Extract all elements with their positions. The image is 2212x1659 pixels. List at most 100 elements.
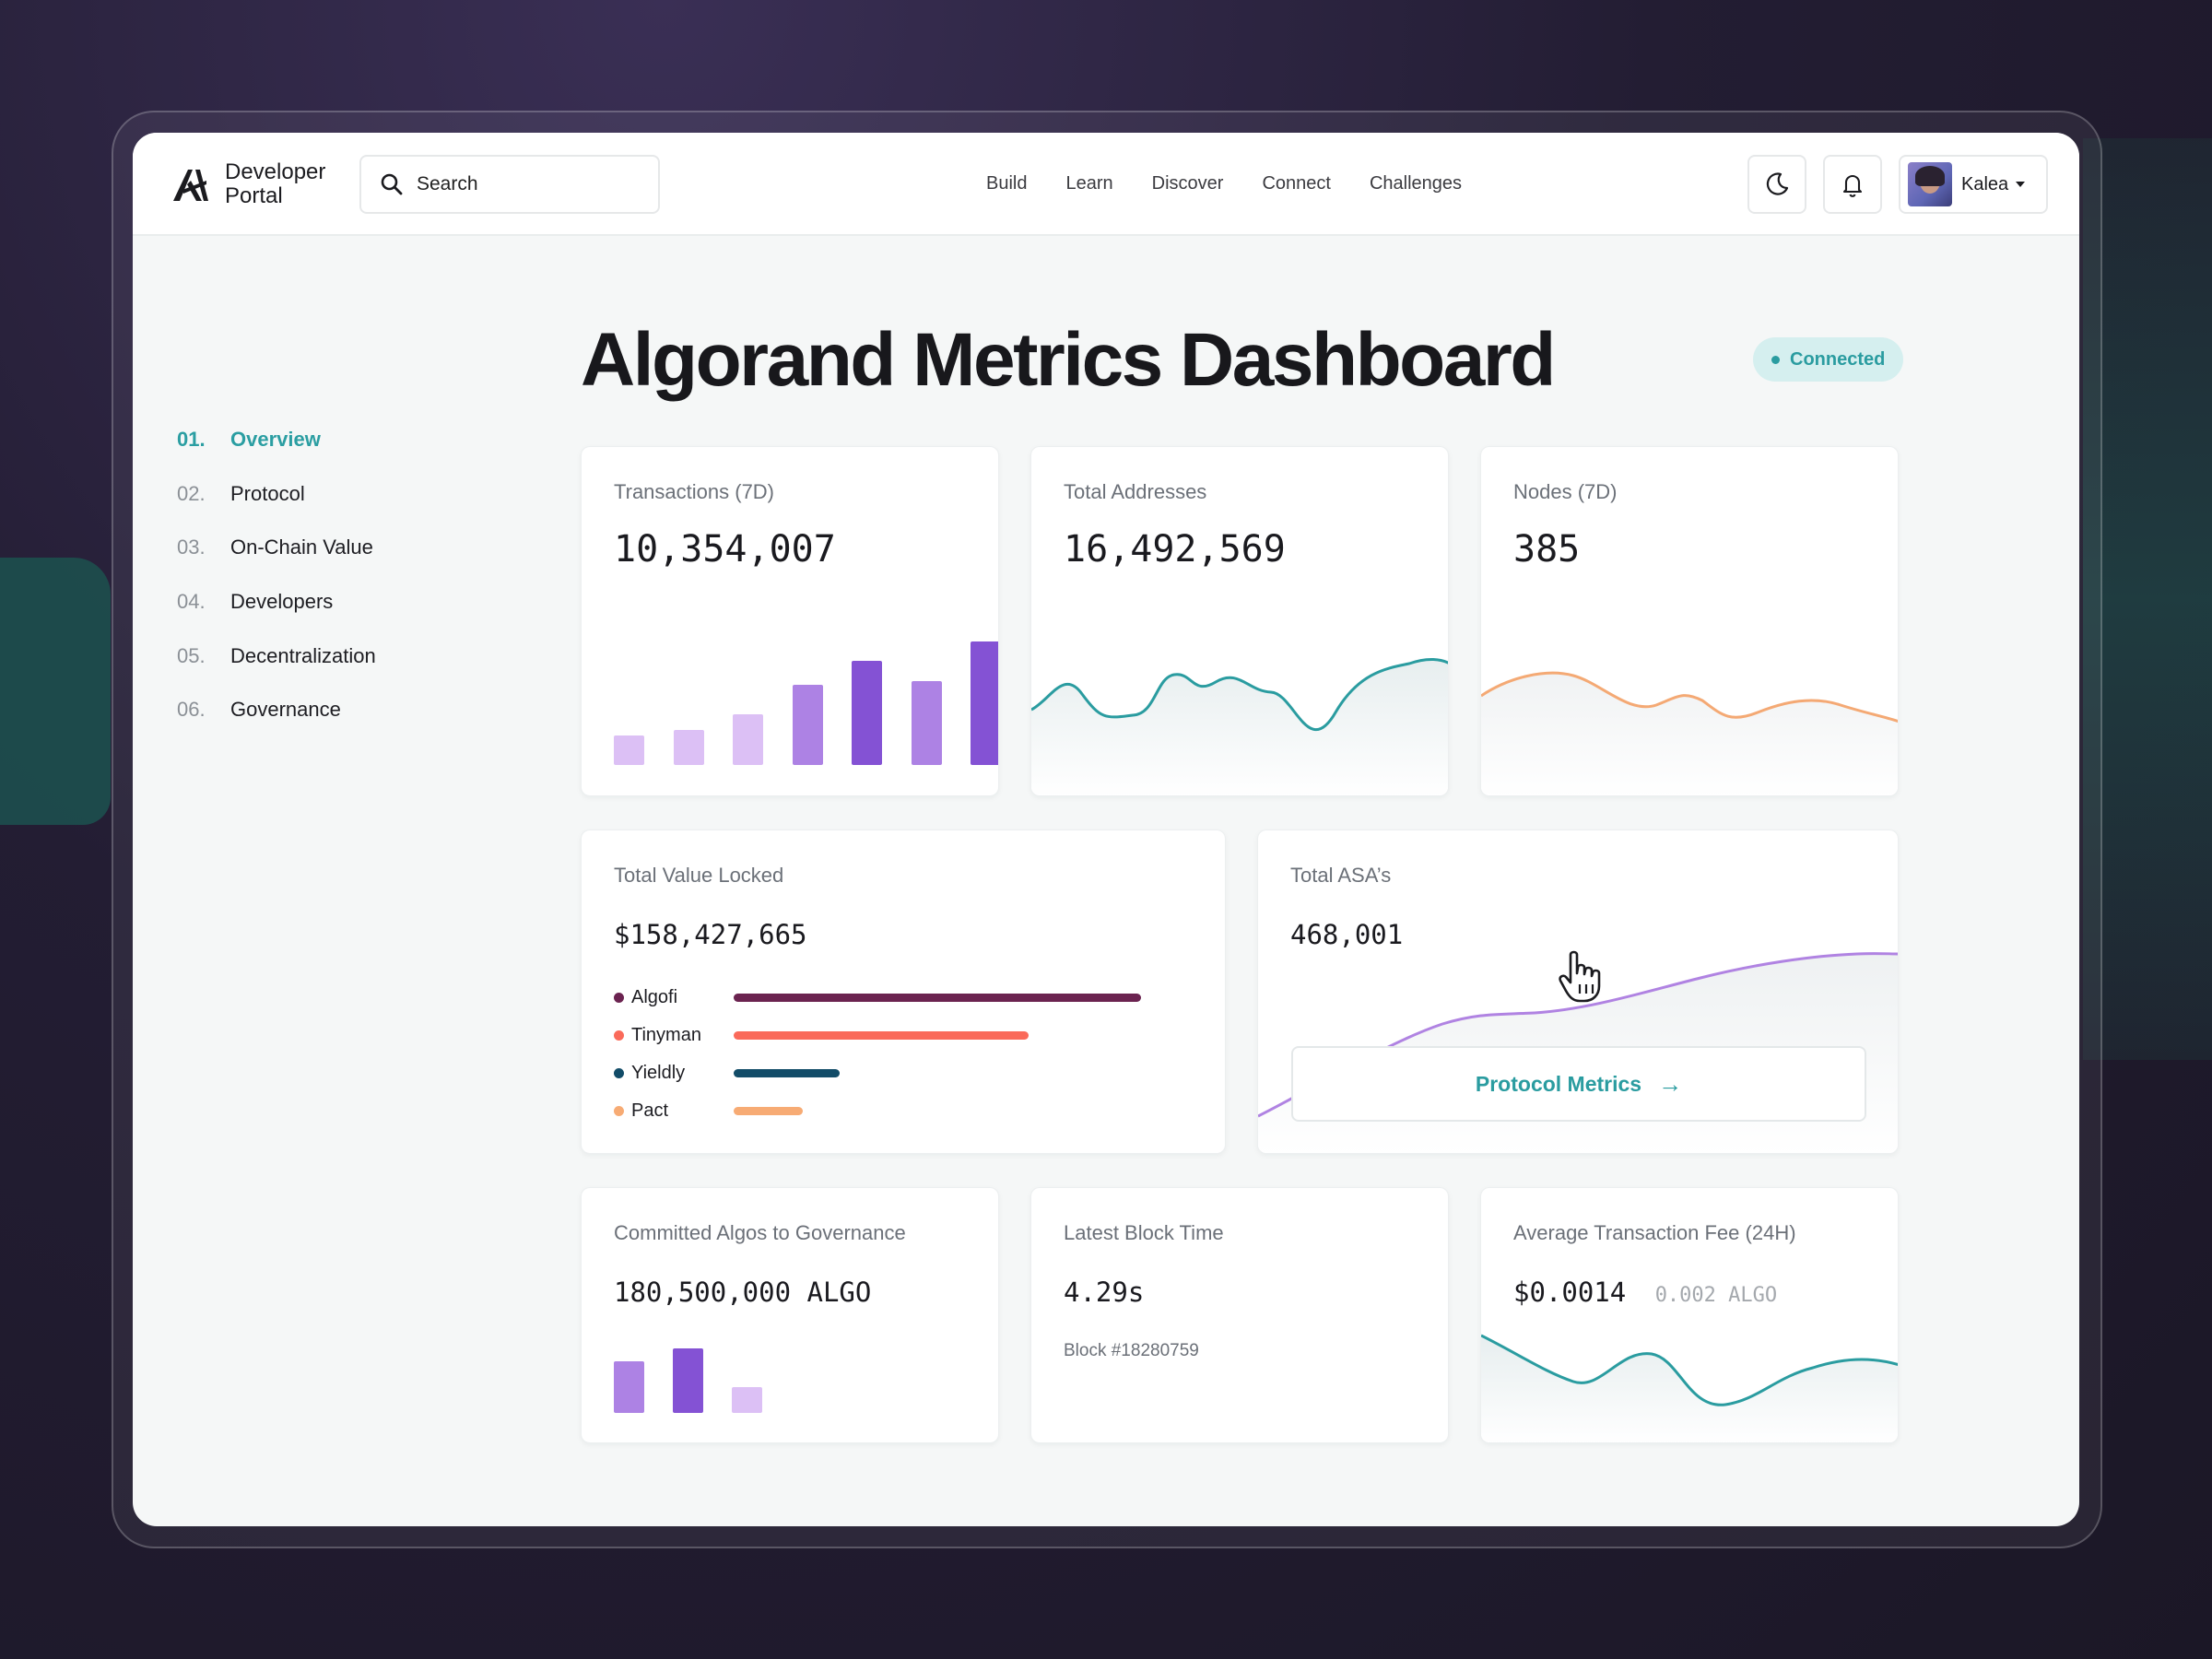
card-label: Total ASA’s <box>1290 864 1392 887</box>
nodes-line-chart <box>1481 671 1898 795</box>
total-addresses-card: Total Addresses 16,492,569 <box>1030 446 1449 796</box>
card-label: Total Value Locked <box>614 864 784 887</box>
card-label: Committed Algos to Governance <box>614 1221 906 1244</box>
top-nav: Developer Portal Build Learn Discover Co… <box>133 133 2079 236</box>
fee-series-line <box>1481 1334 1898 1406</box>
main-nav: Build Learn Discover Connect Challenges <box>986 173 1462 194</box>
nodes-card: Nodes (7D) 385 <box>1480 446 1899 796</box>
governance-bar <box>732 1387 762 1413</box>
sidebar-item-label: Protocol <box>230 481 305 505</box>
page-title: Algorand Metrics Dashboard <box>581 318 1556 402</box>
search-box[interactable] <box>359 155 660 214</box>
search-input[interactable] <box>417 173 638 195</box>
tvl-protocol-bar <box>734 1031 1029 1040</box>
asa-series-line <box>1258 952 1898 1118</box>
notifications-button[interactable] <box>1823 155 1882 214</box>
sidebar-item-number: 05. <box>177 643 206 667</box>
sidebar-item-number: 02. <box>177 481 206 505</box>
avatar <box>1908 162 1952 206</box>
tvl-card: Total Value Locked $158,427,665 Algofi Ti… <box>581 830 1226 1154</box>
algorand-logo-icon <box>173 170 208 201</box>
arrow-right-icon: → <box>1658 1069 1683 1098</box>
protocol-metrics-button[interactable]: Protocol Metrics → <box>1291 1046 1866 1122</box>
addresses-series-line <box>1031 658 1448 731</box>
transactions-bar <box>911 681 942 765</box>
sidebar-item-developers[interactable]: 04. Developers <box>177 590 376 644</box>
sidebar-item-number: 04. <box>177 590 206 614</box>
sidebar-item-decentralization[interactable]: 05. Decentralization <box>177 644 376 699</box>
nav-link-learn[interactable]: Learn <box>1065 173 1113 194</box>
governance-bar <box>673 1348 703 1413</box>
card-label: Latest Block Time <box>1064 1221 1224 1244</box>
block-time-card: Latest Block Time 4.29s Block #18280759 <box>1030 1187 1449 1443</box>
user-name: Kalea <box>1961 173 2009 194</box>
tvl-protocol-name: Algofi <box>631 986 678 1007</box>
card-value: 468,001 <box>1290 919 1404 950</box>
tvl-protocol-row: Algofi <box>614 983 1204 1011</box>
tvl-protocol-name: Tinyman <box>631 1024 701 1045</box>
transactions-bar <box>733 714 763 765</box>
chevron-down-icon <box>2016 182 2026 187</box>
nav-link-connect[interactable]: Connect <box>1262 173 1331 194</box>
addresses-line-chart <box>1031 658 1448 795</box>
background-shape <box>0 558 111 825</box>
card-value: $0.0014 0.002 ALGO <box>1513 1277 1777 1308</box>
sidebar-item-on-chain-value[interactable]: 03. On-Chain Value <box>177 535 376 590</box>
theme-toggle-button[interactable] <box>1747 155 1806 214</box>
sidebar-item-protocol[interactable]: 02. Protocol <box>177 482 376 536</box>
fee-algo-value: 0.002 ALGO <box>1654 1284 1778 1307</box>
legend-dot <box>614 1105 624 1116</box>
transactions-bar <box>673 730 704 765</box>
legend-dot <box>614 1067 624 1078</box>
card-value: 4.29s <box>1064 1277 1145 1308</box>
sidebar-item-label: Developers <box>230 590 334 614</box>
governance-card: Committed Algos to Governance 180,500,00… <box>581 1187 999 1443</box>
sidebar-item-label: Governance <box>230 698 341 722</box>
search-icon <box>381 173 403 195</box>
sidebar-item-governance[interactable]: 06. Governance <box>177 698 376 752</box>
nav-link-challenges[interactable]: Challenges <box>1369 173 1463 194</box>
hand-pointer-cursor-icon <box>1559 950 1601 1003</box>
card-label: Total Addresses <box>1064 480 1207 503</box>
transactions-bar <box>614 735 644 765</box>
card-value: $158,427,665 <box>614 919 807 950</box>
nodes-series-line <box>1481 671 1898 723</box>
card-value: 385 <box>1513 528 1581 571</box>
tvl-protocol-row: Yieldly <box>614 1059 1204 1087</box>
card-value: 16,492,569 <box>1064 528 1286 571</box>
status-badge: Connected <box>1753 337 1904 382</box>
tvl-protocol-bar <box>734 1107 803 1115</box>
avg-fee-card: Average Transaction Fee (24H) $0.0014 0.… <box>1480 1187 1899 1443</box>
sidebar-item-label: Overview <box>230 428 321 451</box>
card-label: Transactions (7D) <box>614 480 775 503</box>
card-value: 180,500,000 ALGO <box>614 1277 872 1308</box>
transactions-bar <box>971 641 998 765</box>
sidebar-item-overview[interactable]: 01. Overview <box>177 428 376 482</box>
nav-link-discover[interactable]: Discover <box>1151 173 1224 194</box>
tvl-protocol-row: Tinyman <box>614 1021 1204 1049</box>
nav-link-build[interactable]: Build <box>986 173 1028 194</box>
legend-dot <box>614 1030 624 1041</box>
tvl-protocol-name: Yieldly <box>631 1062 686 1083</box>
sidebar-item-label: On-Chain Value <box>230 535 373 559</box>
brand-name: Developer Portal <box>225 160 325 208</box>
transactions-bar <box>852 661 882 765</box>
protocol-metrics-label: Protocol Metrics <box>1475 1071 1642 1096</box>
card-label: Nodes (7D) <box>1513 480 1618 503</box>
transactions-bar <box>792 685 823 765</box>
brand-name-line2: Portal <box>225 183 283 208</box>
tvl-protocol-row: Pact <box>614 1097 1204 1124</box>
card-value: 10,354,007 <box>614 528 836 571</box>
legend-dot <box>614 992 624 1003</box>
tvl-protocol-bar <box>734 994 1141 1002</box>
transactions-card: Transactions (7D) 10,354,007 <box>581 446 999 796</box>
sidebar-item-label: Decentralization <box>230 643 376 667</box>
brand-logo[interactable]: Developer Portal <box>171 160 325 208</box>
sidebar-item-number: 01. <box>177 428 206 451</box>
user-menu-button[interactable]: Kalea <box>1899 155 2048 214</box>
fee-line-chart <box>1481 1334 1898 1442</box>
background-shape <box>2083 138 2212 1060</box>
block-number: Block #18280759 <box>1064 1341 1199 1360</box>
brand-name-line1: Developer <box>225 159 326 184</box>
tvl-protocol-bar <box>734 1069 840 1077</box>
